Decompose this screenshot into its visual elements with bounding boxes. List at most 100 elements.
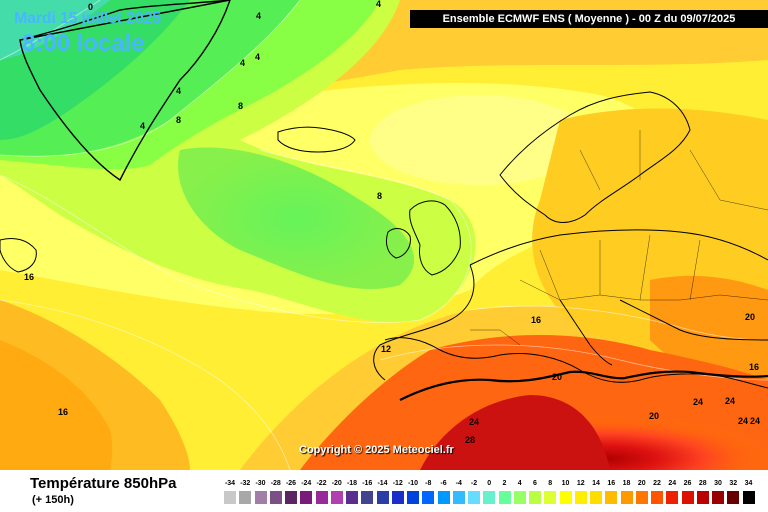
legend-label: -20	[331, 480, 342, 487]
legend-label: -18	[346, 480, 358, 487]
legend-label: 2	[502, 480, 507, 487]
legend-swatch	[254, 491, 267, 504]
legend-swatch	[269, 491, 282, 504]
legend-label: -12	[392, 480, 403, 487]
legend-label: 10	[561, 480, 570, 487]
legend-swatch	[742, 491, 755, 504]
legend-label: 18	[622, 480, 631, 487]
contour-label: 8	[238, 101, 243, 111]
forecast-local-time: 8:00 locale	[22, 30, 145, 57]
contour-label: 4	[240, 58, 245, 68]
contour-label: 4	[376, 0, 381, 9]
legend-label: 20	[637, 480, 646, 487]
legend-label: 22	[653, 480, 661, 487]
contour-label: 24	[738, 416, 748, 426]
legend-label: -32	[240, 480, 251, 487]
lead-time: (+ 150h)	[32, 494, 74, 506]
contour-label: 12	[381, 344, 391, 354]
legend-swatch	[529, 491, 541, 504]
country-borders	[470, 130, 768, 346]
legend-swatch	[590, 491, 602, 504]
legend-swatch	[452, 491, 465, 504]
temperature-map: 0 4 4 4 4 4 4 8 8 8 12 16 16 16 20 20 20…	[0, 0, 768, 470]
contour-label: 24	[725, 396, 735, 406]
contour-label: 16	[24, 272, 34, 282]
legend-swatch	[635, 491, 648, 504]
legend-swatch	[391, 491, 404, 504]
contour-label: 0	[88, 2, 93, 12]
legend-swatch	[361, 491, 374, 504]
legend-swatch	[315, 491, 328, 504]
legend-label: -26	[285, 480, 297, 487]
contour-label: 8	[377, 191, 382, 201]
legend-label: 24	[668, 480, 677, 487]
legend-swatch	[498, 491, 511, 504]
contour-label: 28	[465, 435, 475, 445]
legend-swatch	[330, 491, 343, 504]
field-west-warmer	[0, 340, 113, 470]
legend-swatch	[666, 491, 679, 504]
legend-swatch	[727, 491, 740, 504]
contour-label: 24	[469, 417, 479, 427]
legend-swatch	[559, 491, 572, 504]
legend-label: -22	[316, 480, 327, 487]
legend-label: 12	[576, 480, 585, 487]
legend-swatch	[285, 491, 297, 504]
legend-swatch	[574, 491, 587, 504]
copyright-text: Copyright © 2025 Meteociel.fr	[299, 444, 454, 456]
legend-swatch	[376, 491, 389, 504]
legend-label: 4	[517, 480, 522, 487]
legend-swatch	[407, 491, 419, 504]
legend-label: -14	[377, 480, 388, 487]
legend-label: 0	[487, 480, 492, 487]
legend-label: -34	[224, 480, 236, 487]
contour-label: 4	[256, 11, 261, 21]
contour-label: 4	[176, 86, 181, 96]
legend-swatch	[696, 491, 709, 504]
legend-label: 30	[714, 480, 722, 487]
contour-label: 4	[140, 121, 145, 131]
legend-label: -28	[270, 480, 281, 487]
contour-label: 24	[693, 397, 703, 407]
contour-label: 20	[649, 411, 659, 421]
legend-swatch	[483, 491, 496, 504]
legend-label: -2	[470, 480, 478, 487]
legend-label: -30	[255, 480, 266, 487]
legend-swatch	[681, 491, 694, 504]
legend-swatch	[224, 491, 236, 504]
legend-swatch	[468, 491, 480, 504]
legend-label: 8	[548, 480, 553, 487]
field-cool-cell	[370, 95, 590, 185]
contour-label: 20	[552, 372, 562, 382]
legend-label: 26	[683, 480, 692, 487]
contour-label: 4	[255, 52, 260, 62]
coastlines	[0, 0, 768, 401]
contour-label: 8	[176, 115, 181, 125]
legend-label: 14	[592, 480, 600, 487]
field-east-warmer	[650, 275, 768, 400]
legend-swatch	[651, 491, 663, 504]
legend-label: 34	[744, 480, 753, 487]
contour-label: 24	[750, 416, 760, 426]
contour-label: 16	[58, 407, 68, 417]
contour-labels: 0 4 4 4 4 4 4 8 8 8 12 16 16 16 20 20 20…	[24, 0, 760, 445]
model-run-title: Ensemble ECMWF ENS ( Moyenne ) - 00 Z du…	[410, 10, 768, 28]
legend-label: 32	[729, 480, 738, 487]
legend-label: 16	[607, 480, 616, 487]
legend-label: -8	[425, 480, 432, 487]
legend-label: 28	[698, 480, 707, 487]
legend-label: -24	[301, 480, 312, 487]
field-atlantic-green	[178, 147, 415, 290]
legend-swatch	[712, 491, 724, 504]
legend-swatch	[605, 491, 618, 504]
legend-swatch	[544, 491, 557, 504]
contour-label: 20	[745, 312, 755, 322]
legend-label: -16	[362, 480, 373, 487]
legend-swatch	[422, 491, 435, 504]
legend-swatch	[437, 491, 450, 504]
legend-label: -6	[440, 480, 447, 487]
legend-label: -10	[407, 480, 419, 487]
parameter-name: Température 850hPa	[30, 475, 177, 492]
legend-swatch	[300, 491, 313, 504]
